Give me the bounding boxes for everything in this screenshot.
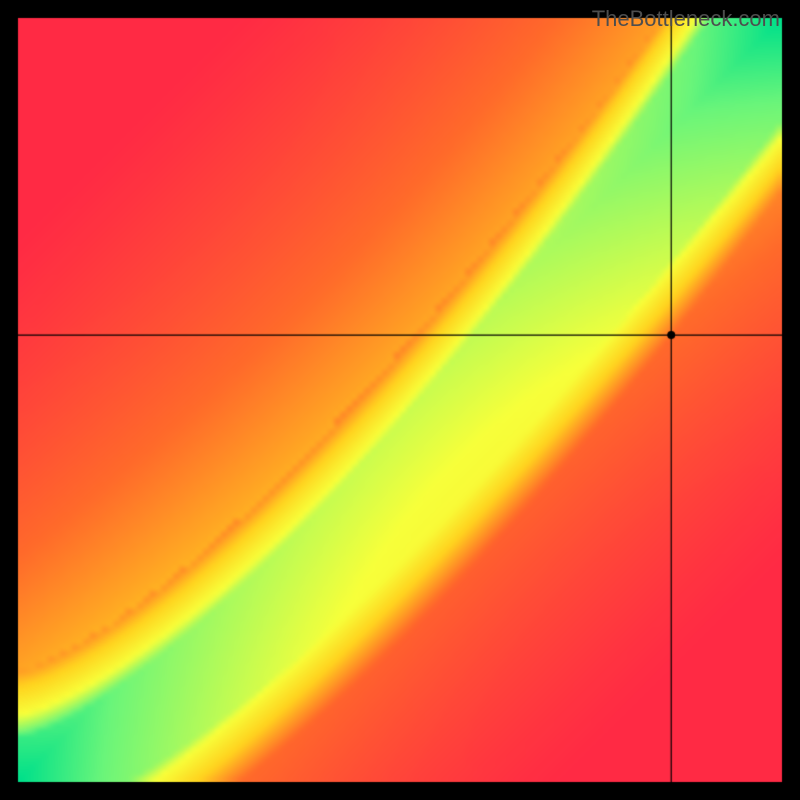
watermark-text: TheBottleneck.com [592,6,780,32]
chart-container: TheBottleneck.com [0,0,800,800]
bottleneck-heatmap [0,0,800,800]
